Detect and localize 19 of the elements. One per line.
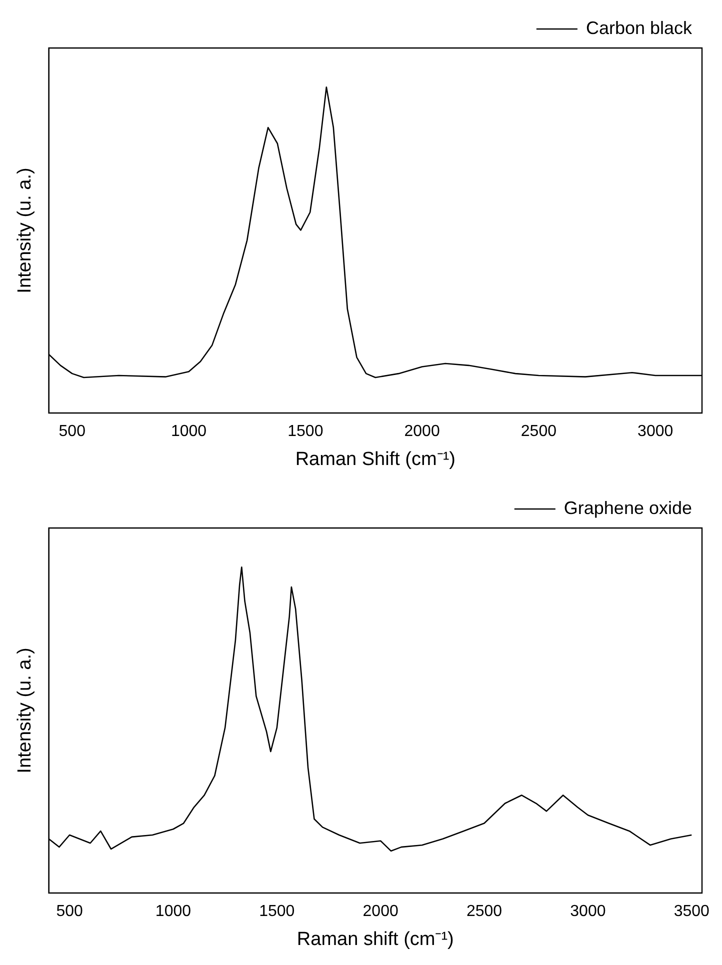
y-axis-title: Intensity (u. a.) (14, 648, 36, 774)
legend-label: Graphene oxide (564, 498, 692, 518)
x-tick-label: 500 (56, 903, 83, 920)
x-tick-label: 1500 (259, 903, 295, 920)
x-tick-label: 1000 (155, 903, 192, 920)
x-tick-label: 2000 (404, 423, 440, 440)
x-tick-label: 3000 (638, 423, 674, 440)
x-tick-label: 3500 (674, 903, 710, 920)
x-tick-label: 1000 (170, 423, 207, 440)
x-tick-label: 2000 (362, 903, 398, 920)
x-tick-label: 2500 (466, 903, 502, 920)
x-axis-title: Raman Shift (cm⁻¹) (295, 448, 456, 470)
x-tick-label: 2500 (520, 423, 557, 440)
x-axis-title: Raman shift (cm⁻¹) (296, 928, 454, 950)
legend-label: Carbon black (586, 18, 693, 38)
x-tick-label: 1500 (288, 423, 324, 440)
x-tick-label: 3000 (570, 903, 606, 920)
y-axis-title: Intensity (u. a.) (14, 168, 36, 294)
x-tick-label: 500 (58, 423, 86, 440)
